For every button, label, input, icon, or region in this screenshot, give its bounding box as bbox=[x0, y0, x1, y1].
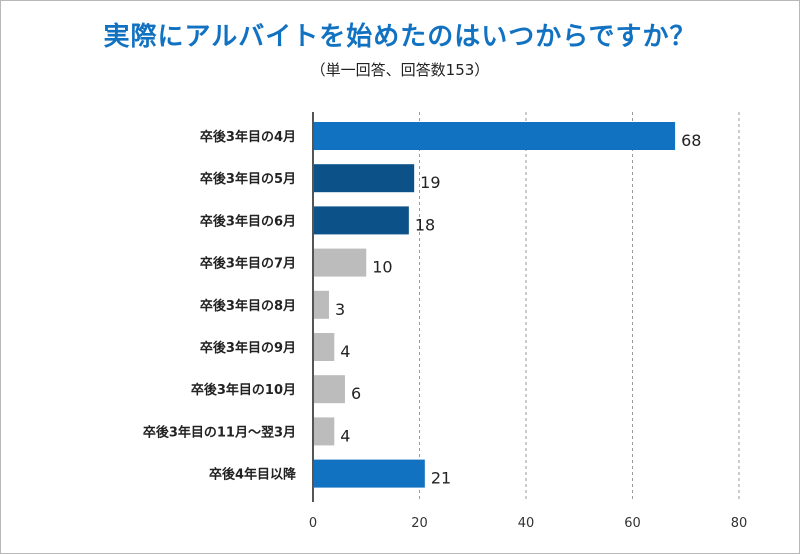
bar bbox=[313, 248, 367, 277]
chart-title: 実際にアルバイトを始めたのはいつからですか？ bbox=[103, 22, 697, 52]
bar bbox=[313, 206, 409, 235]
bar bbox=[313, 459, 425, 488]
bar bbox=[313, 417, 335, 446]
category-label: 卒後3年目の7月 bbox=[200, 256, 296, 272]
value-label: 19 bbox=[420, 173, 440, 192]
x-tick-label: 20 bbox=[411, 516, 428, 531]
value-label: 3 bbox=[335, 300, 345, 319]
category-label: 卒後3年目の8月 bbox=[200, 298, 296, 314]
category-label: 卒後3年目の9月 bbox=[200, 340, 296, 356]
category-label: 卒後3年目の10月 bbox=[191, 382, 296, 398]
value-label: 21 bbox=[431, 469, 451, 488]
value-label: 6 bbox=[351, 384, 361, 403]
category-label: 卒後3年目の5月 bbox=[200, 171, 296, 187]
x-tick-label: 60 bbox=[624, 516, 641, 531]
value-label: 68 bbox=[681, 131, 701, 150]
value-label: 10 bbox=[372, 258, 392, 277]
bar bbox=[313, 164, 415, 193]
x-tick-label: 0 bbox=[309, 516, 317, 531]
bar bbox=[313, 375, 345, 404]
bar bbox=[313, 290, 329, 319]
category-label: 卒後3年目の4月 bbox=[200, 129, 296, 145]
bar bbox=[313, 122, 676, 150]
x-tick-label: 40 bbox=[518, 516, 535, 531]
value-label: 18 bbox=[415, 215, 435, 234]
bar bbox=[313, 333, 335, 361]
category-label: 卒後3年目の11月～翌3月 bbox=[143, 424, 296, 440]
category-label: 卒後3年目の6月 bbox=[200, 213, 296, 229]
category-label: 卒後4年目以降 bbox=[209, 467, 297, 483]
chart-subtitle: （単一回答、回答数153） bbox=[310, 61, 490, 79]
value-label: 4 bbox=[340, 426, 350, 445]
value-label: 4 bbox=[340, 342, 350, 361]
x-tick-label: 80 bbox=[731, 516, 748, 531]
